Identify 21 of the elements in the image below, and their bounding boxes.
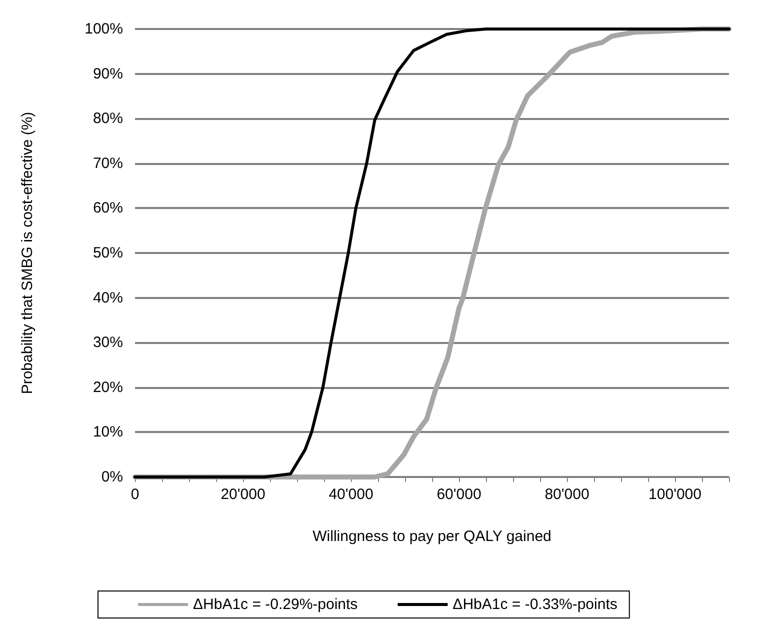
y-tick-label: 20% [92,378,123,396]
y-tick-label: 100% [84,20,123,38]
y-axis-title: Probability that SMBG is cost-effective (%) [19,112,36,394]
y-tick-label: 30% [92,334,123,352]
y-tick-label: 70% [92,154,123,172]
x-tick-label: 40'000 [328,486,374,503]
x-tick-label: 0 [130,486,140,503]
y-tick-label: 80% [92,110,123,128]
x-tick-label: 20'000 [220,486,266,503]
x-tick-label: 60'000 [436,486,482,503]
y-tick-label: 50% [92,244,123,262]
x-tick-label: 80'000 [544,486,590,503]
x-tick-label: 100'000 [648,486,702,503]
x-axis-title: Willingness to pay per QALY gained [312,528,552,545]
legend-label: ΔHbA1c = -0.29%-points [193,596,358,613]
legend-label: ΔHbA1c = -0.33%-points [452,596,618,613]
y-tick-label: 60% [92,200,123,217]
y-tick-label: 90% [92,65,123,82]
y-tick-label: 10% [92,424,123,441]
y-tick-label: 0% [101,468,123,486]
y-tick-label: 40% [92,289,123,306]
